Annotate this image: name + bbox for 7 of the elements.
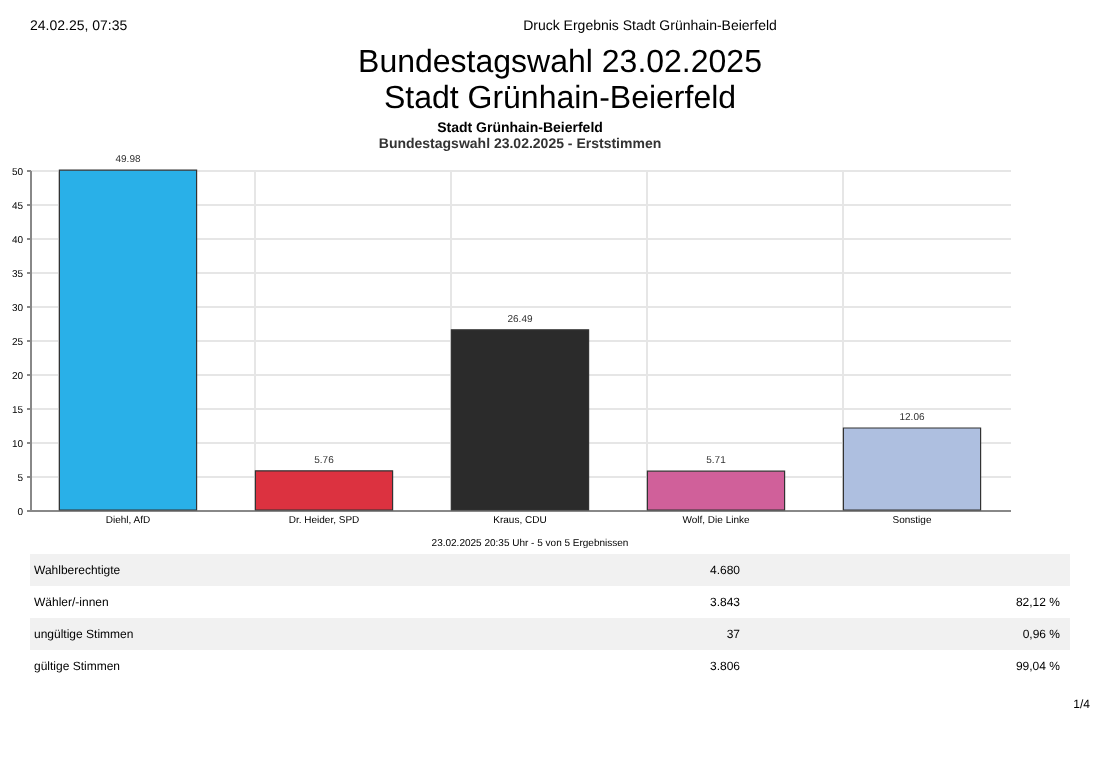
text: Bundestagswahl 23.02.2025 (358, 46, 763, 80)
text: Stadt Grünhain-Beierfeld (383, 82, 737, 116)
bar (450, 329, 590, 511)
bar (58, 169, 198, 511)
bar (254, 470, 394, 511)
bar (842, 427, 982, 511)
bar (646, 470, 786, 511)
